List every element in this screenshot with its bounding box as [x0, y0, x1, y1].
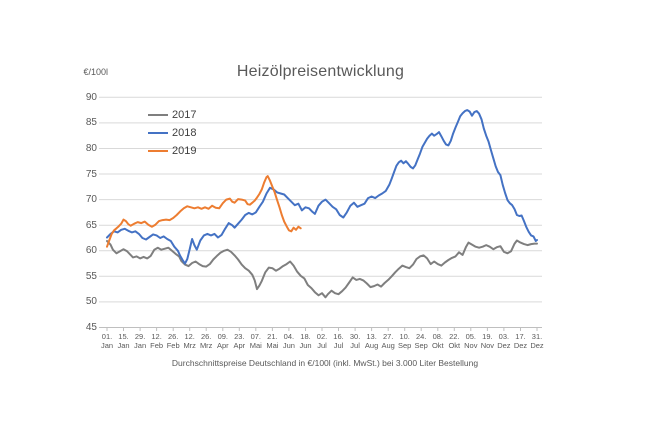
- y-tick-label: 80: [85, 143, 97, 154]
- y-tick-label: 55: [85, 270, 97, 282]
- x-tick-label: 18. Jun: [299, 332, 312, 350]
- x-tick-label: 31. Dez: [530, 332, 544, 350]
- x-tick-label: 24. Sep: [414, 332, 428, 350]
- chart-footnote: Durchschnittspreise Deutschland in €/100…: [171, 358, 479, 368]
- y-tick-label: 85: [85, 117, 97, 129]
- x-tick-label: 09. Apr: [216, 332, 229, 350]
- x-tick-label: 30. Jul: [349, 332, 361, 350]
- y-tick-label: 75: [85, 168, 97, 180]
- x-tick-label: 22. Okt: [448, 332, 461, 350]
- x-tick-label: 29. Jan: [134, 332, 147, 350]
- x-tick-label: 12. Feb: [150, 332, 164, 350]
- y-axis-unit-label: €/100l: [83, 67, 108, 77]
- series-line-2017: [106, 239, 538, 299]
- x-tick-label: 21. Mai: [266, 332, 279, 350]
- x-tick-label: 07. Mai: [249, 332, 262, 350]
- y-tick-label: 70: [85, 194, 97, 206]
- legend-label: 2017: [172, 109, 197, 121]
- x-tick-label: 08. Okt: [431, 332, 444, 350]
- legend-line-2017: [148, 114, 168, 116]
- x-tick-label: 13. Aug: [364, 332, 379, 350]
- legend-line-2018: [148, 132, 168, 134]
- y-tick-label: 60: [85, 245, 97, 257]
- legend-label: 2019: [172, 145, 197, 157]
- chart-title: Heizölpreisentwicklung: [236, 63, 405, 80]
- x-tick-label: 03. Dez: [497, 332, 511, 350]
- legend-label: 2018: [172, 127, 197, 139]
- x-tick-label: 23. Apr: [233, 332, 246, 350]
- x-tick-label: 15. Jan: [117, 332, 130, 350]
- x-tick-label: 17. Dez: [513, 332, 528, 350]
- x-tick-label: 02. Jul: [316, 332, 328, 350]
- x-tick-label: 01. Jan: [100, 332, 114, 350]
- x-tick-label: 10. Sep: [398, 332, 412, 350]
- x-tick-label: 16. Jul: [333, 332, 344, 350]
- x-tick-label: 26. Feb: [166, 332, 180, 350]
- y-tick-label: 90: [85, 91, 97, 103]
- legend: 2017 2018 2019: [148, 106, 196, 160]
- x-tick-label: 19. Nov: [480, 332, 495, 350]
- legend-item-2017: 2017: [148, 106, 196, 124]
- x-tick-label: 05. Nov: [464, 332, 478, 350]
- legend-item-2019: 2019: [148, 142, 196, 160]
- series-line-2018: [106, 109, 538, 265]
- y-tick-label: 45: [85, 322, 97, 333]
- x-tick-label: 04. Jun: [282, 332, 295, 350]
- series-line-2019: [106, 175, 302, 248]
- x-tick-label: 27. Aug: [381, 332, 395, 350]
- x-tick-label: 26. Mrz: [199, 332, 213, 350]
- y-tick-label: 50: [85, 296, 97, 308]
- x-tick-label: 12. Mrz: [183, 332, 196, 350]
- legend-item-2018: 2018: [148, 124, 196, 142]
- y-tick-label: 65: [85, 219, 97, 231]
- legend-line-2019: [148, 150, 168, 152]
